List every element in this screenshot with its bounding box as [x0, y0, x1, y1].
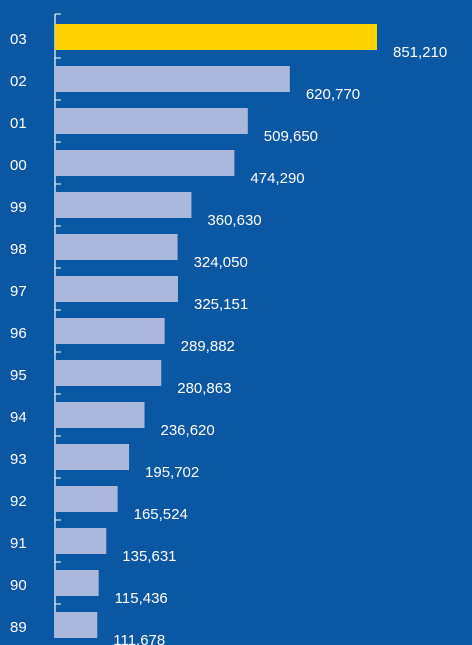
value-label-89: 111,678 — [113, 632, 165, 645]
bar-95 — [55, 360, 162, 386]
labels-group: 03 851,210 02 620,770 01 509,650 00 474,290 99 36… — [10, 31, 447, 645]
category-label-99: 99 — [10, 199, 27, 216]
category-label-90: 90 — [10, 577, 27, 594]
value-label-90: 115,436 — [115, 590, 168, 607]
category-label-02: 02 — [10, 73, 27, 90]
value-label-00: 474,290 — [250, 170, 304, 187]
value-label-98: 324,050 — [194, 254, 248, 271]
value-label-97: 325,151 — [194, 296, 248, 313]
category-label-95: 95 — [10, 367, 27, 384]
category-label-00: 00 — [10, 157, 27, 174]
bar-90 — [55, 570, 99, 596]
value-label-03: 851,210 — [393, 44, 447, 61]
bars-group — [55, 24, 377, 638]
bar-91 — [55, 528, 107, 554]
category-label-91: 91 — [10, 535, 27, 552]
bar-92 — [55, 486, 118, 512]
category-label-93: 93 — [10, 451, 27, 468]
category-label-98: 98 — [10, 241, 27, 258]
category-label-92: 92 — [10, 493, 27, 510]
category-label-89: 89 — [10, 619, 27, 636]
bar-96 — [55, 318, 165, 344]
category-label-03: 03 — [10, 31, 27, 48]
bar-97 — [55, 276, 178, 302]
bar-02 — [55, 66, 290, 92]
bar-99 — [55, 192, 192, 218]
bar-94 — [55, 402, 145, 428]
value-label-93: 195,702 — [145, 464, 199, 481]
bar-89 — [55, 612, 98, 638]
value-label-92: 165,524 — [134, 506, 188, 523]
bar-98 — [55, 234, 178, 260]
bar-03 — [55, 24, 377, 50]
category-label-94: 94 — [10, 409, 27, 426]
bar-01 — [55, 108, 248, 134]
value-label-99: 360,630 — [207, 212, 261, 229]
value-label-02: 620,770 — [306, 86, 360, 103]
value-label-91: 135,631 — [122, 548, 176, 565]
category-label-01: 01 — [10, 115, 27, 132]
value-label-94: 236,620 — [161, 422, 215, 439]
category-label-96: 96 — [10, 325, 27, 342]
bar-00 — [55, 150, 235, 176]
value-label-01: 509,650 — [264, 128, 318, 145]
category-label-97: 97 — [10, 283, 27, 300]
bar-93 — [55, 444, 130, 470]
value-label-96: 289,882 — [181, 338, 235, 355]
value-label-95: 280,863 — [177, 380, 231, 397]
